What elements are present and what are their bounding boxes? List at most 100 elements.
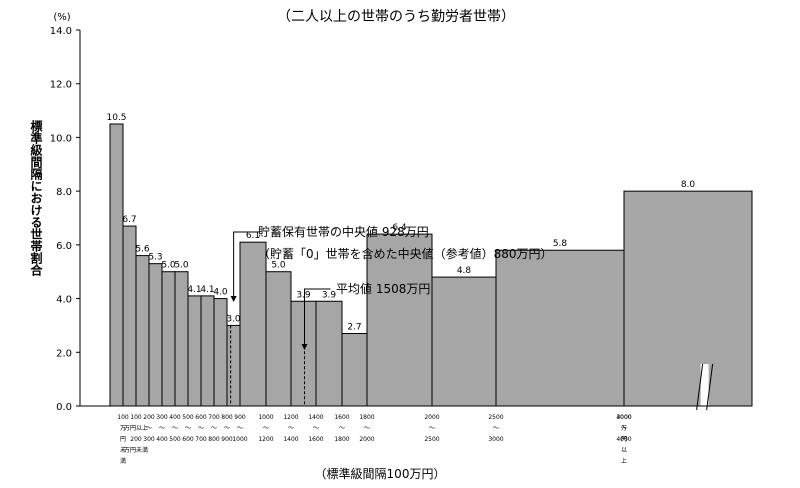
x-tick-label: 〜 [263,425,269,432]
x-tick-label: 円 [621,436,627,443]
y-axis-label: 標準級間隔における世帯割合 [29,119,43,277]
bar [148,263,163,407]
x-tick-label: 2000 [359,436,374,443]
bar-value-label: 6.4 [392,223,407,233]
x-tick-label: 300 [143,436,155,443]
x-tick-label: 200 [143,414,155,421]
x-tick-label: 〜 [198,425,204,432]
x-tick-label: 700 [195,436,207,443]
bar-value-label: 2.7 [347,322,361,332]
bar-value-label: 4.1 [200,285,214,295]
x-tick-label: 〜 [429,425,435,432]
x-tick-label: 3000 [488,436,503,443]
x-tick-label: 3000 [616,414,631,421]
x-tick-label: 未 [120,446,126,454]
bar [315,300,343,407]
bar [431,276,497,407]
x-tick-label: 2500 [424,436,439,443]
bar-value-label: 4.1 [187,285,201,295]
x-tick-label: 〜 [159,425,165,432]
x-tick-label: 円 [120,436,126,443]
bar [623,190,753,407]
mean-arrowhead [301,344,308,350]
bar [109,123,124,407]
x-tick-label: 900 [234,414,246,421]
bar [239,241,267,407]
x-tick-label: 1200 [283,414,298,421]
x-tick-label: 1400 [308,414,323,421]
bar-value-label: 5.0 [271,261,286,271]
x-tick-label: 1200 [258,436,273,443]
x-tick-label: 満 [120,457,126,465]
median-reference-annotation-text: （貯蓄「0」世帯を含めた中央値（参考値）880万円） [258,246,553,261]
x-tick-label: 1600 [308,436,323,443]
bar [187,295,202,407]
mean-annotation-text: 平均値 1508万円 [336,281,430,296]
bar-value-label: 3.9 [296,290,311,300]
x-tick-label: 600 [195,414,207,421]
x-tick-label: 300 [156,414,168,421]
x-tick-label: 2000 [424,414,439,421]
x-tick-label: 〜 [621,425,627,432]
x-tick-label: 1000 [258,414,273,421]
x-tick-label: 万円未満 [124,446,148,454]
y-tick-label: 8.0 [56,187,72,198]
x-tick-label: 600 [182,436,194,443]
bar [122,225,137,407]
chart-title: （二人以上の世帯のうち勤労者世帯） [277,9,515,25]
y-tick-label: 10.0 [50,133,72,144]
x-tick-label: 〜 [237,425,243,432]
x-tick-label: 〜 [339,425,345,432]
bar-value-label: 5.6 [135,245,150,255]
y-tick-label: 0.0 [56,402,72,413]
x-tick-label: 〜 [185,425,191,432]
x-tick-label: 万円以上 [124,424,148,432]
x-tick-label: 1800 [359,414,374,421]
x-tick-label: 900 [221,436,233,443]
bar-value-label: 8.0 [681,180,696,190]
x-tick-label: 〜 [288,425,294,432]
y-tick-label: 14.0 [50,26,72,37]
bar-value-label: 5.0 [174,261,189,271]
bar-value-label: 4.0 [213,288,228,298]
x-tick-label: 500 [169,436,181,443]
x-tick-label: 〜 [224,425,230,432]
bars-group: 10.56.75.65.35.05.04.14.14.03.06.15.03.9… [106,113,753,411]
median-arrowhead [230,296,237,302]
x-tick-label: 1800 [334,436,349,443]
x-tick-label: 4000 [616,436,631,443]
x-tick-label: 万 [621,425,627,432]
x-tick-label: 4000 [616,414,631,421]
bar [161,271,176,407]
x-tick-label: 400 [169,414,181,421]
y-tick-label: 6.0 [56,241,72,252]
x-tick-label: 万 [120,425,126,432]
bar [265,271,292,407]
bar [341,332,368,407]
x-tick-label: 〜 [146,425,152,432]
x-tick-label: 400 [156,436,168,443]
bar-value-label: 6.7 [122,215,136,225]
axis-break-mark [696,363,714,411]
bar [226,324,241,407]
bar-value-label: 3.0 [226,314,241,324]
axis-break-line [706,363,714,411]
bar-value-label: 5.8 [553,239,568,249]
x-tick-label: 500 [182,414,194,421]
annotations-group: 貯蓄保有世帯の中央値 928万円 （貯蓄「0」世帯を含めた中央値（参考値）880万… [230,224,553,406]
y-tick-label: 2.0 [56,348,72,359]
x-tick-label: 〜 [493,425,499,432]
x-tick-label: 800 [208,436,220,443]
median-leader-line [233,231,260,296]
x-tick-label: 以 [621,447,627,454]
x-axis-label: （標準級間隔100万円） [315,466,446,481]
x-tick-label: 1000 [232,436,247,443]
bar [290,300,317,407]
x-tick-label: 2500 [488,414,503,421]
x-axis-ticks: 100 万円未満 100 万円以上 200 万円未満 200 〜 300 300 〜 400 400 〜 5… [117,414,632,465]
x-tick-label: 800 [221,414,233,421]
x-tick-label: 1400 [283,436,298,443]
x-tick-label: 上 [621,457,627,465]
